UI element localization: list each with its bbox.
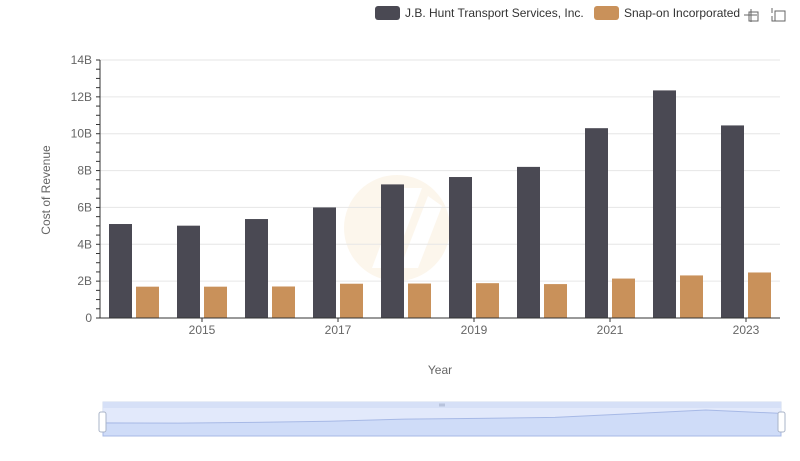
bar-jb-hunt-2023[interactable] (721, 125, 744, 319)
legend: J.B. Hunt Transport Services, Inc. Snap-… (375, 6, 740, 20)
x-tick-label: 2021 (597, 323, 624, 337)
y-tick-label: 6B (77, 200, 92, 214)
bar-jb-hunt-2017[interactable] (313, 207, 336, 318)
bar-snap-on-2015[interactable] (204, 286, 227, 318)
y-tick-label: 2B (77, 274, 92, 288)
y-axis-title: Cost of Revenue (39, 145, 53, 235)
legend-swatch-snap-on (594, 6, 619, 20)
data-zoom-slider[interactable] (98, 401, 786, 437)
bar-jb-hunt-2016[interactable] (245, 219, 268, 318)
y-tick-label: 10B (71, 127, 92, 141)
legend-label-jb-hunt: J.B. Hunt Transport Services, Inc. (405, 6, 584, 20)
bar-jb-hunt-2019[interactable] (449, 177, 472, 318)
bar-snap-on-2022[interactable] (680, 275, 703, 318)
bar-snap-on-2014[interactable] (136, 286, 159, 318)
zoom-move-grip-icon[interactable] (439, 403, 445, 407)
bar-jb-hunt-2014[interactable] (109, 224, 132, 318)
bar-snap-on-2019[interactable] (476, 283, 499, 318)
legend-item-snap-on[interactable]: Snap-on Incorporated (594, 6, 740, 20)
bar-snap-on-2020[interactable] (544, 284, 567, 318)
zoom-handle-right[interactable] (777, 411, 786, 433)
x-tick-label: 2023 (733, 323, 760, 337)
y-axis: 0 2B 4B 6B 8B 10B 12B 14B (71, 53, 101, 325)
bar-jb-hunt-2015[interactable] (177, 225, 200, 318)
bars (109, 90, 771, 319)
y-tick-label: 8B (77, 164, 92, 178)
bar-jb-hunt-2020[interactable] (517, 166, 540, 318)
legend-swatch-jb-hunt (375, 6, 400, 20)
restore-icon[interactable] (771, 8, 786, 22)
bar-snap-on-2021[interactable] (612, 278, 635, 318)
legend-item-jb-hunt[interactable]: J.B. Hunt Transport Services, Inc. (375, 6, 584, 20)
bar-snap-on-2017[interactable] (340, 283, 363, 318)
y-tick-label: 12B (71, 90, 92, 104)
x-tick-label: 2015 (189, 323, 216, 337)
zoom-select-icon[interactable] (744, 9, 759, 22)
y-tick-label: 4B (77, 237, 92, 251)
bar-snap-on-2018[interactable] (408, 283, 431, 318)
bar-snap-on-2016[interactable] (272, 286, 295, 318)
bar-snap-on-2023[interactable] (748, 272, 771, 318)
x-axis-title: Year (428, 363, 452, 377)
x-tick-label: 2017 (325, 323, 352, 337)
legend-label-snap-on: Snap-on Incorporated (624, 6, 740, 20)
x-tick-label: 2019 (461, 323, 488, 337)
zoom-handle-left[interactable] (98, 411, 107, 433)
y-tick-label: 0 (85, 311, 92, 325)
x-axis: 2015 2017 2019 2021 2023 (100, 317, 780, 337)
bar-jb-hunt-2022[interactable] (653, 90, 676, 319)
bar-jb-hunt-2018[interactable] (381, 184, 404, 318)
y-tick-label: 14B (71, 53, 92, 67)
bar-jb-hunt-2021[interactable] (585, 128, 608, 318)
